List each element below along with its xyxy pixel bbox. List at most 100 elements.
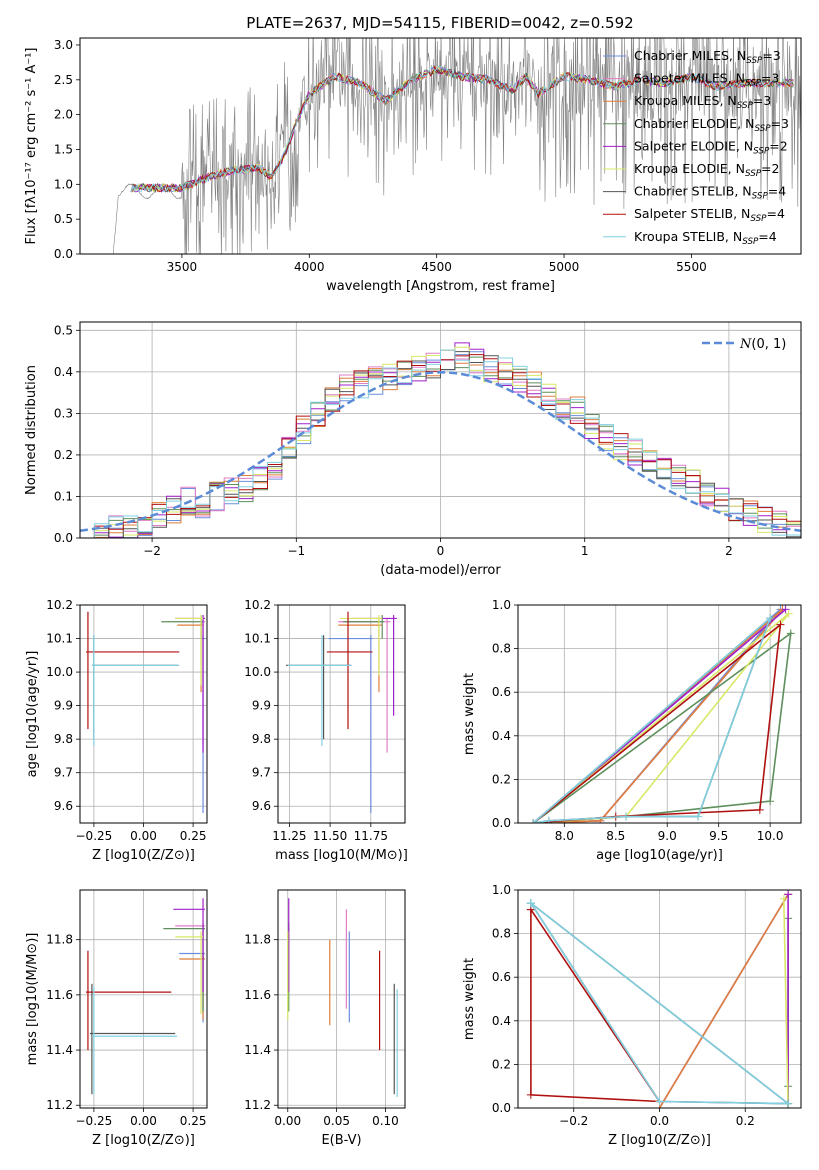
- errorbar-kroupa-elodie: [339, 615, 383, 676]
- errorbar-chabrier-stelib: [286, 635, 352, 740]
- axes-residuals: −2 −1 0 1 2 0.0 0.1 0.2 0.3 0.4 0.5 (data-model)/er…: [24, 321, 802, 578]
- weight-line-kroupa-stelib: [530, 902, 791, 1105]
- x-tick-label: 11.50: [313, 829, 347, 843]
- y-tick-label: 0.2: [492, 1057, 511, 1071]
- y-tick-label: 0.0: [492, 816, 511, 830]
- legend-label: Salpeter ELODIE, NSSP=2: [634, 138, 788, 156]
- y-tick-label: 9.8: [54, 732, 73, 746]
- axes-frame: [277, 889, 406, 1109]
- axes-frame: [277, 604, 406, 824]
- model-line-chabrier-stelib: [130, 66, 794, 194]
- x-axis-label: Z [log10(Z/Z⊙)]: [92, 848, 195, 863]
- legend-label: Chabrier STELIB, NSSP=4: [634, 184, 786, 202]
- weight-line-salpeter-stelib: [530, 909, 662, 1103]
- errorbar-salpeter-stelib: [85, 950, 172, 1051]
- y-axis-label: mass weight: [462, 958, 477, 1040]
- x-tick-label: 8.0: [555, 829, 574, 843]
- histogram-salpeter-stelib: [80, 354, 801, 538]
- y-tick-label: 3.0: [54, 38, 73, 52]
- legend-label: Kroupa MILES, NSSP=3: [634, 93, 771, 111]
- errorbar-salpeter-elodie: [173, 898, 206, 993]
- errorbar-kroupa-stelib: [91, 635, 180, 746]
- weight-marker: [784, 1099, 793, 1108]
- errorbar-chabrier-stelib: [89, 983, 176, 1095]
- legend-label: Salpeter STELIB, NSSP=4: [634, 206, 785, 224]
- errorbar-kroupa-stelib: [91, 986, 178, 1095]
- x-tick-label: 10.0: [757, 829, 784, 843]
- legend-label: Chabrier MILES, NSSP=3: [634, 48, 781, 66]
- axes-age-vs-mass: 11.25 11.50 11.75 9.6 9.7 9.8 9.9 10.0 10.1 10.2 m…: [244, 598, 408, 863]
- y-tick-label: 0.0: [492, 1101, 511, 1115]
- axes-weight-vs-Z: −0.2 0.0 0.2 0.0 0.2 0.4 0.6 0.8 1.0 Z [log10(Z/Z…: [462, 883, 802, 1148]
- y-axis-label: age [log10(age/yr)]: [25, 651, 40, 778]
- y-tick-label: 0.8: [492, 642, 511, 656]
- y-tick-label: 0.2: [54, 448, 73, 462]
- errorbar-kroupa-miles: [177, 618, 204, 693]
- legend-label: Kroupa STELIB, NSSP=4: [634, 229, 777, 247]
- x-axis-label: Z [log10(Z/Z⊙)]: [608, 1133, 711, 1148]
- weight-marker: [526, 1090, 535, 1099]
- normal-curve: [80, 371, 801, 532]
- y-axis-label: Flux [fλ10⁻¹⁷ erg cm⁻² s⁻¹ A⁻¹]: [24, 48, 39, 245]
- weight-marker: [622, 812, 631, 821]
- axes-frame: [79, 889, 208, 1109]
- model-line-salpeter-stelib: [130, 65, 794, 193]
- legend-label: N(0, 1): [739, 337, 786, 352]
- axes-frame: [79, 37, 802, 255]
- axes-age-vs-Z: −0.25 0.00 0.25 9.6 9.7 9.8 9.9 10.0 10.1 10.2 Z […: [25, 598, 208, 863]
- weight-marker: [766, 797, 775, 806]
- y-tick-label: 9.7: [252, 766, 271, 780]
- x-tick-label: 0.00: [130, 1114, 157, 1128]
- plot-area: [85, 898, 206, 1095]
- model-line-kroupa-elodie: [131, 66, 794, 193]
- errorbar-salpeter-stelib: [326, 611, 373, 730]
- y-tick-label: 11.6: [244, 988, 271, 1002]
- axes-frame: [517, 604, 802, 824]
- legend-label: Salpeter MILES, NSSP=3: [634, 71, 779, 89]
- x-tick-label: 0.2: [736, 1114, 755, 1128]
- plot-area: [85, 611, 206, 813]
- axes-spectrum: 3500 4000 4500 5000 5500 0.0 0.5 1.0 1.5 2.0 2.5 3.…: [24, 37, 802, 294]
- axes-frame: [79, 604, 208, 824]
- x-axis-label: age [log10(age/yr)]: [596, 848, 723, 863]
- x-tick-label: 2: [725, 544, 733, 558]
- y-tick-label: 11.4: [46, 1043, 73, 1057]
- x-axis-label: wavelength [Angstrom, rest frame]: [326, 279, 555, 294]
- x-tick-label: 0.0: [650, 1114, 669, 1128]
- y-tick-label: 10.0: [46, 665, 73, 679]
- plot-area: [112, 38, 801, 254]
- y-tick-label: 2.5: [54, 73, 73, 87]
- plot-area: [526, 890, 793, 1108]
- legend-label: Kroupa ELODIE, NSSP=2: [634, 161, 779, 179]
- x-tick-label: −0.25: [76, 1114, 113, 1128]
- model-line-kroupa-stelib: [130, 65, 794, 193]
- x-tick-label: 9.0: [658, 829, 677, 843]
- weight-marker: [786, 629, 795, 638]
- y-tick-label: 11.2: [244, 1098, 271, 1112]
- y-tick-label: 0.4: [492, 729, 511, 743]
- y-axis-label: Normed distribution: [24, 365, 39, 495]
- errorbar-chabrier-miles: [328, 635, 373, 813]
- x-tick-label: 11.25: [272, 829, 306, 843]
- x-tick-label: 4500: [421, 260, 452, 274]
- weight-marker: [526, 899, 535, 908]
- x-tick-label: 5000: [549, 260, 580, 274]
- x-tick-label: 8.5: [606, 829, 625, 843]
- x-tick-label: −2: [143, 544, 161, 558]
- y-tick-label: 1.0: [492, 883, 511, 897]
- errorbar-chabrier-stelib: [91, 635, 178, 740]
- y-tick-label: 0.1: [54, 489, 73, 503]
- legend-label: Chabrier ELODIE, NSSP=3: [634, 116, 789, 134]
- x-tick-label: 3500: [167, 260, 198, 274]
- y-tick-label: 10.2: [244, 598, 271, 612]
- weight-marker: [655, 1097, 664, 1106]
- y-tick-label: 0.4: [492, 1014, 511, 1028]
- errorbar-kroupa-miles: [338, 618, 383, 693]
- y-tick-label: 10.1: [46, 632, 73, 646]
- axes-frame: [79, 321, 802, 539]
- y-tick-label: 9.7: [54, 766, 73, 780]
- y-tick-label: 11.6: [46, 988, 73, 1002]
- y-tick-label: 0.5: [54, 323, 73, 337]
- x-tick-label: 9.5: [709, 829, 728, 843]
- x-axis-label: mass [log10(M/M⊙)]: [275, 848, 408, 863]
